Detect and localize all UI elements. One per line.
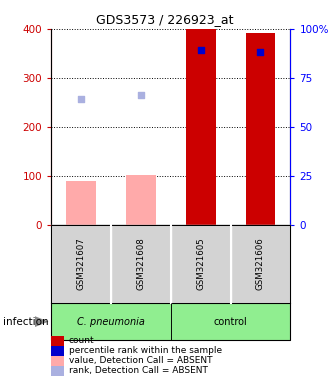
Text: control: control xyxy=(214,316,248,327)
Text: GSM321608: GSM321608 xyxy=(136,238,146,290)
Polygon shape xyxy=(35,316,49,327)
Point xyxy=(138,92,144,98)
Bar xyxy=(186,29,215,225)
Bar xyxy=(66,180,96,225)
Point xyxy=(79,96,84,103)
Text: GSM321605: GSM321605 xyxy=(196,238,205,290)
Bar xyxy=(126,175,156,225)
Text: GSM321607: GSM321607 xyxy=(77,238,85,290)
Text: GSM321606: GSM321606 xyxy=(256,238,265,290)
Text: C. pneumonia: C. pneumonia xyxy=(77,316,145,327)
Point xyxy=(198,47,203,53)
Point xyxy=(258,49,263,55)
Text: percentile rank within the sample: percentile rank within the sample xyxy=(69,346,222,355)
Text: rank, Detection Call = ABSENT: rank, Detection Call = ABSENT xyxy=(69,366,208,375)
Text: value, Detection Call = ABSENT: value, Detection Call = ABSENT xyxy=(69,356,212,365)
Text: count: count xyxy=(69,336,94,345)
Text: infection: infection xyxy=(3,316,49,327)
Text: GDS3573 / 226923_at: GDS3573 / 226923_at xyxy=(96,13,234,26)
Bar xyxy=(246,33,276,225)
